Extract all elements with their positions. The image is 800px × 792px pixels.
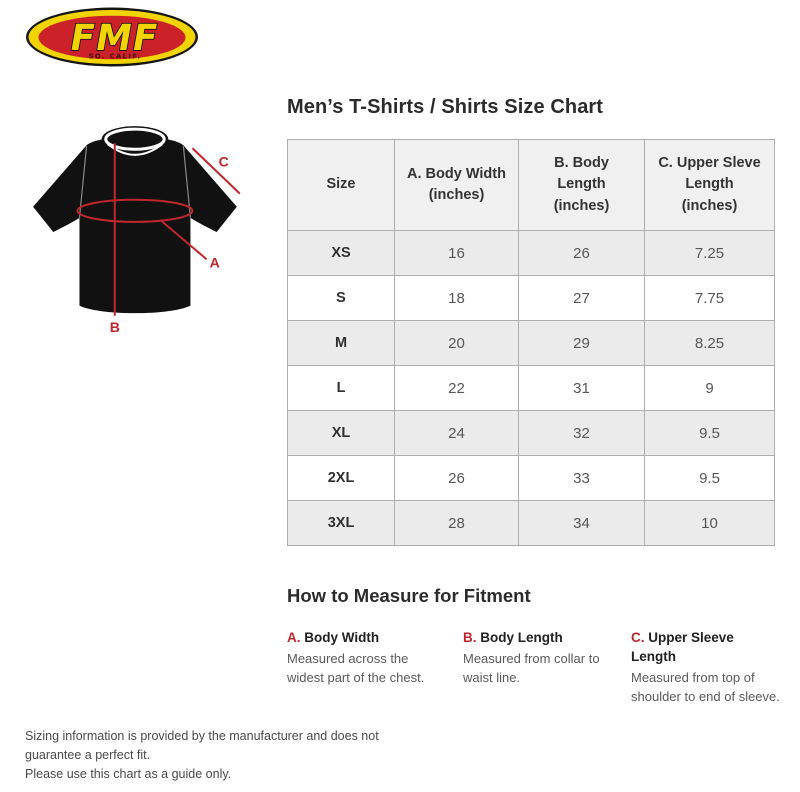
- size-table-body: XS 16 26 7.25 S 18 27 7.75 M 20 29 8.25 L 22 31 9 XL 24 32…: [287, 230, 775, 546]
- svg-text:FMF: FMF: [67, 16, 163, 59]
- value-cell: 20: [394, 320, 519, 366]
- column-header-body-length: B. Body Length (inches): [518, 139, 645, 231]
- value-cell: 28: [394, 500, 519, 546]
- value-cell: 9.5: [644, 410, 775, 456]
- measure-item-heading: B. Body Length: [463, 630, 563, 645]
- table-row: L 22 31 9: [287, 365, 775, 411]
- value-cell: 34: [518, 500, 645, 546]
- column-header-size: Size: [287, 139, 395, 231]
- measure-item-heading: A. Body Width: [287, 630, 380, 645]
- measurement-lines: [76, 143, 241, 316]
- value-cell: 26: [394, 455, 519, 501]
- tshirt-diagram: A B C: [33, 126, 241, 335]
- size-cell: S: [287, 275, 395, 321]
- measure-label-c: C: [219, 153, 229, 169]
- size-cell: XL: [287, 410, 395, 456]
- disclaimer: Sizing information is provided by the ma…: [25, 727, 397, 783]
- value-cell: 31: [518, 365, 645, 411]
- disclaimer-line-1: Sizing information is provided by the ma…: [25, 729, 379, 762]
- value-cell: 7.25: [644, 230, 775, 276]
- value-cell: 7.75: [644, 275, 775, 321]
- value-cell: 10: [644, 500, 775, 546]
- column-header-sleeve-length: C. Upper Sleve Length (inches): [644, 139, 775, 231]
- value-cell: 9.5: [644, 455, 775, 501]
- value-cell: 26: [518, 230, 645, 276]
- table-row: 2XL 26 33 9.5: [287, 455, 775, 501]
- size-cell: 2XL: [287, 455, 395, 501]
- measure-ellipse-a: [76, 198, 194, 223]
- measure-pointer-a: [159, 219, 208, 260]
- column-header-body-width: A. Body Width (inches): [394, 139, 519, 231]
- measure-label-b: B: [110, 319, 120, 335]
- measure-item-description: Measured from collar to waist line.: [463, 650, 600, 685]
- fmf-logo-text: FMF: [66, 15, 163, 59]
- page-title: Men’s T-Shirts / Shirts Size Chart: [287, 96, 604, 118]
- measure-item-body-length: B. Body Length Measured from collar to w…: [463, 629, 615, 688]
- measure-items: A. Body Width Measured across the widest…: [287, 629, 792, 749]
- measure-item-heading: C. Upper Sleeve Length: [631, 630, 734, 664]
- tshirt-collar: [101, 126, 169, 156]
- measure-label-a: A: [210, 254, 220, 270]
- value-cell: 27: [518, 275, 645, 321]
- size-table-container: Size A. Body Width (inches) B. Body Leng…: [287, 139, 775, 546]
- how-to-measure-section: How to Measure for Fitment A. Body Width…: [287, 585, 792, 749]
- table-row: S 18 27 7.75: [287, 275, 775, 321]
- size-table: Size A. Body Width (inches) B. Body Leng…: [287, 139, 775, 546]
- value-cell: 32: [518, 410, 645, 456]
- measure-item-description: Measured from top of shoulder to end of …: [631, 669, 780, 704]
- value-cell: 29: [518, 320, 645, 366]
- value-cell: 16: [394, 230, 519, 276]
- table-header-row: Size A. Body Width (inches) B. Body Leng…: [287, 139, 775, 231]
- measure-item-description: Measured across the widest part of the c…: [287, 650, 425, 685]
- measure-item-sleeve-length: C. Upper Sleeve Length Measured from top…: [631, 629, 781, 706]
- disclaimer-line-2: Please use this chart as a guide only.: [25, 766, 232, 781]
- size-cell: M: [287, 320, 395, 366]
- value-cell: 9: [644, 365, 775, 411]
- table-row: XS 16 26 7.25: [287, 230, 775, 276]
- measure-line-c: [191, 147, 241, 195]
- value-cell: 22: [394, 365, 519, 411]
- tshirt-body: [33, 139, 237, 314]
- fmf-logo: FMF SO. CALIF.: [26, 7, 198, 67]
- table-row: XL 24 32 9.5: [287, 410, 775, 456]
- value-cell: 33: [518, 455, 645, 501]
- fmf-logo-subtitle: SO. CALIF.: [89, 53, 142, 61]
- measure-item-body-width: A. Body Width Measured across the widest…: [287, 629, 439, 688]
- section-title: How to Measure for Fitment: [287, 585, 531, 606]
- value-cell: 8.25: [644, 320, 775, 366]
- value-cell: 18: [394, 275, 519, 321]
- value-cell: 24: [394, 410, 519, 456]
- size-cell: 3XL: [287, 500, 395, 546]
- size-cell: L: [287, 365, 395, 411]
- size-cell: XS: [287, 230, 395, 276]
- table-row: M 20 29 8.25: [287, 320, 775, 366]
- table-row: 3XL 28 34 10: [287, 500, 775, 546]
